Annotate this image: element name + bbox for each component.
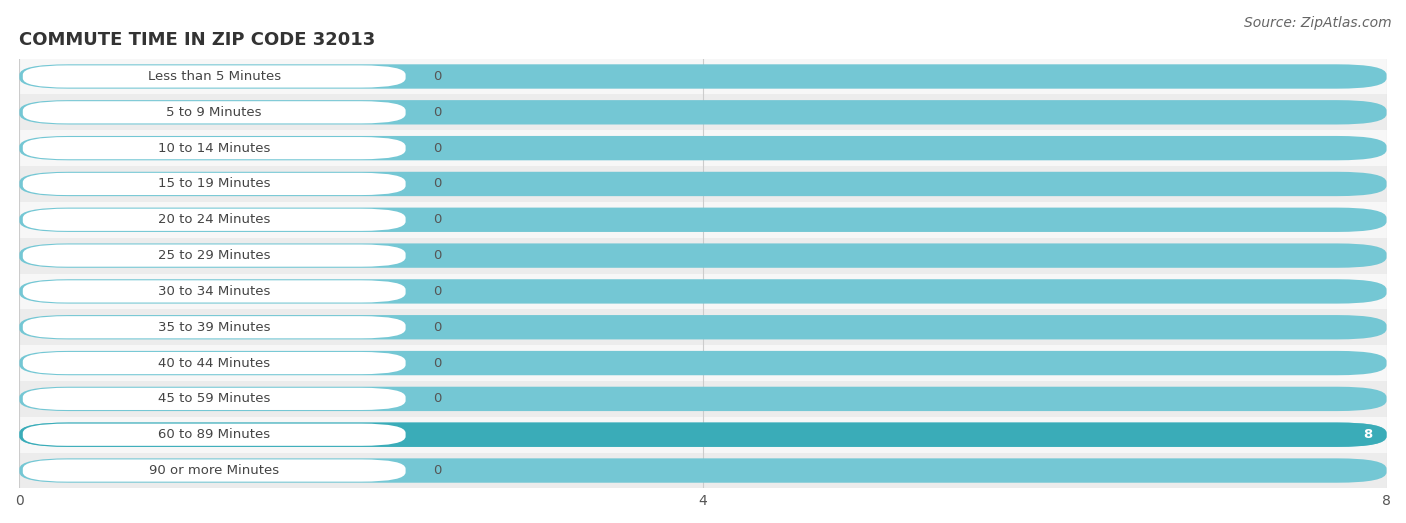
Text: 10 to 14 Minutes: 10 to 14 Minutes [157, 142, 270, 155]
Bar [20, 309, 1386, 345]
Bar [20, 130, 1386, 166]
Text: 0: 0 [433, 106, 441, 119]
Text: 15 to 19 Minutes: 15 to 19 Minutes [157, 177, 270, 190]
FancyBboxPatch shape [22, 280, 405, 302]
Text: 30 to 34 Minutes: 30 to 34 Minutes [157, 285, 270, 298]
Text: 40 to 44 Minutes: 40 to 44 Minutes [157, 357, 270, 370]
Text: 0: 0 [433, 249, 441, 262]
FancyBboxPatch shape [22, 137, 405, 159]
FancyBboxPatch shape [20, 351, 1386, 375]
FancyBboxPatch shape [22, 65, 405, 87]
Bar [20, 452, 1386, 488]
FancyBboxPatch shape [20, 243, 1386, 268]
Bar [20, 381, 1386, 417]
FancyBboxPatch shape [20, 423, 1386, 447]
Bar [20, 202, 1386, 237]
FancyBboxPatch shape [20, 172, 1386, 196]
Bar [20, 59, 1386, 94]
FancyBboxPatch shape [20, 315, 1386, 339]
FancyBboxPatch shape [20, 64, 1386, 89]
Text: 0: 0 [433, 321, 441, 334]
FancyBboxPatch shape [22, 173, 405, 195]
Text: 0: 0 [433, 142, 441, 155]
Text: 0: 0 [433, 70, 441, 83]
FancyBboxPatch shape [22, 459, 405, 482]
FancyBboxPatch shape [20, 208, 1386, 232]
Text: Less than 5 Minutes: Less than 5 Minutes [148, 70, 281, 83]
FancyBboxPatch shape [22, 244, 405, 267]
Bar [20, 417, 1386, 452]
Text: 8: 8 [1364, 428, 1372, 441]
Bar [20, 94, 1386, 130]
FancyBboxPatch shape [20, 423, 1386, 447]
Text: Source: ZipAtlas.com: Source: ZipAtlas.com [1244, 16, 1392, 30]
Text: 0: 0 [433, 177, 441, 190]
FancyBboxPatch shape [20, 100, 1386, 124]
FancyBboxPatch shape [20, 279, 1386, 304]
Text: 35 to 39 Minutes: 35 to 39 Minutes [157, 321, 270, 334]
FancyBboxPatch shape [22, 352, 405, 374]
FancyBboxPatch shape [20, 386, 1386, 411]
Text: 0: 0 [433, 464, 441, 477]
Text: 25 to 29 Minutes: 25 to 29 Minutes [157, 249, 270, 262]
Text: 90 or more Minutes: 90 or more Minutes [149, 464, 280, 477]
FancyBboxPatch shape [22, 101, 405, 123]
Bar [20, 345, 1386, 381]
Text: 0: 0 [433, 285, 441, 298]
Bar [20, 274, 1386, 309]
FancyBboxPatch shape [22, 424, 405, 446]
FancyBboxPatch shape [22, 209, 405, 231]
Text: 5 to 9 Minutes: 5 to 9 Minutes [166, 106, 262, 119]
Text: 60 to 89 Minutes: 60 to 89 Minutes [157, 428, 270, 441]
Bar [20, 166, 1386, 202]
FancyBboxPatch shape [20, 458, 1386, 483]
FancyBboxPatch shape [20, 136, 1386, 161]
Text: COMMUTE TIME IN ZIP CODE 32013: COMMUTE TIME IN ZIP CODE 32013 [20, 31, 375, 49]
Text: 0: 0 [433, 213, 441, 226]
FancyBboxPatch shape [22, 316, 405, 338]
Bar [20, 237, 1386, 274]
Text: 0: 0 [433, 357, 441, 370]
Text: 45 to 59 Minutes: 45 to 59 Minutes [157, 392, 270, 405]
Text: 0: 0 [433, 392, 441, 405]
FancyBboxPatch shape [22, 388, 405, 410]
Text: 20 to 24 Minutes: 20 to 24 Minutes [157, 213, 270, 226]
